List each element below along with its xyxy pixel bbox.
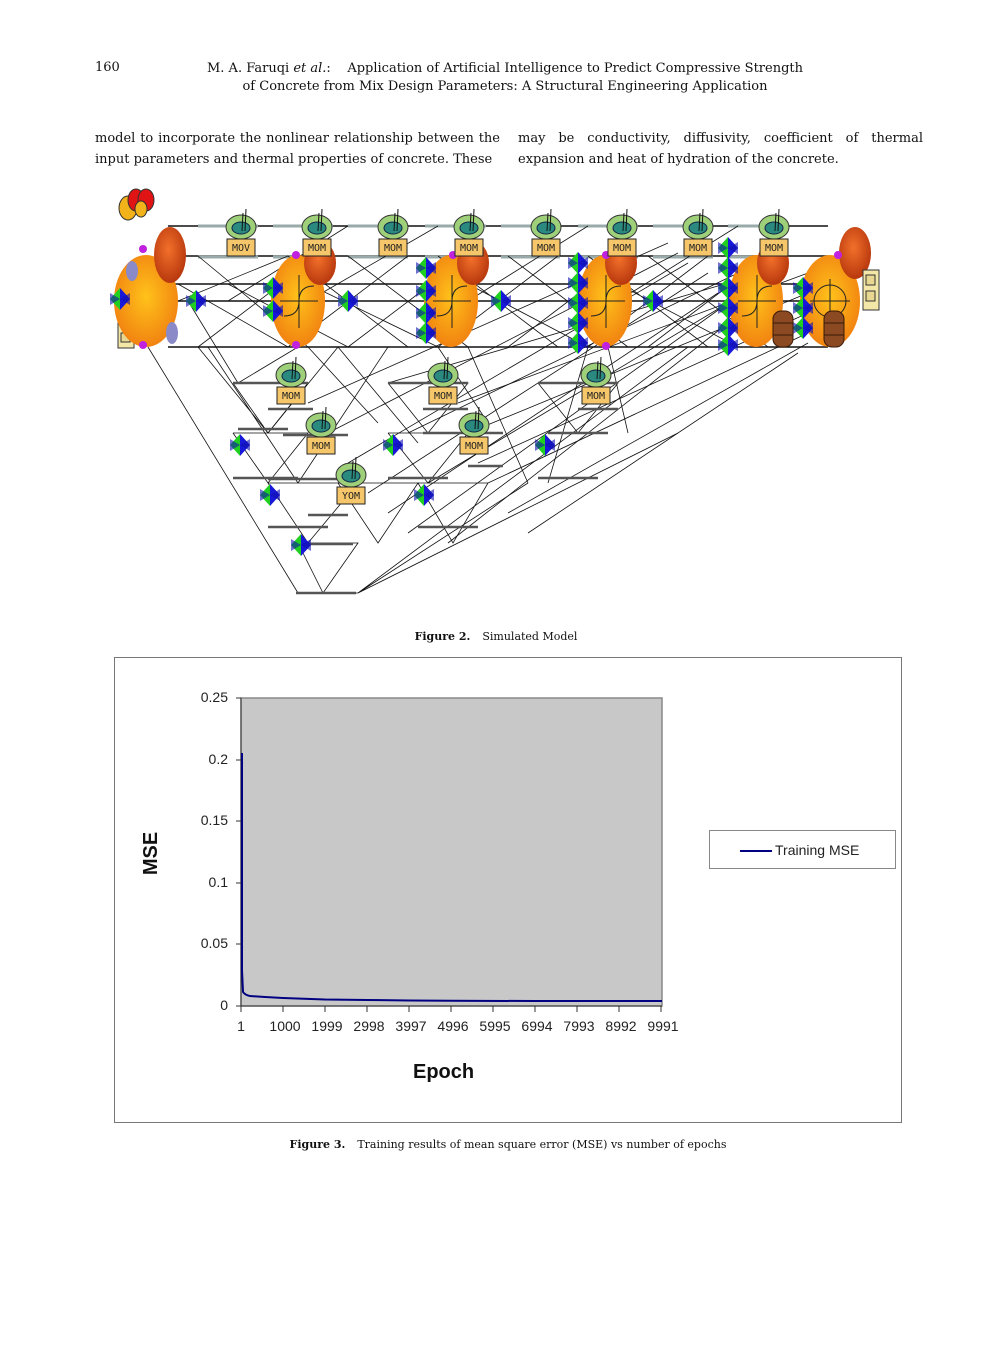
- x-tick-label: 1999: [311, 1018, 343, 1034]
- separator: :: [326, 61, 331, 76]
- figure-3-chart: [114, 657, 902, 1123]
- page-number: 160: [95, 60, 120, 75]
- legend-line-swatch: [740, 850, 772, 852]
- figure-2-diagram: MOV MOM MOM MOM MOM MOM MOM MOM MOM MOM …: [108, 183, 888, 603]
- control-clock-icon: [118, 188, 155, 221]
- mom-label: MOM: [282, 391, 300, 402]
- mom-label: MOM: [384, 243, 402, 254]
- mom-label: MOM: [613, 243, 631, 254]
- mom-label: MOV: [232, 243, 250, 254]
- x-tick-label: 3997: [395, 1018, 427, 1034]
- input-layer-blob: [110, 227, 186, 349]
- output-file-icon: [862, 269, 880, 311]
- figure-2-caption-text: Simulated Model: [482, 630, 578, 643]
- mom-label: YOM: [342, 491, 360, 502]
- chart-legend: Training MSE: [709, 830, 896, 869]
- y-tick-label: 0.15: [200, 812, 228, 828]
- running-header-line-1: M. A. Faruqi et al.: Application of Arti…: [180, 60, 830, 78]
- y-tick-label: 0.25: [200, 689, 228, 705]
- figure-3-label: Figure 3.: [289, 1138, 346, 1151]
- legend-label: Training MSE: [775, 842, 860, 858]
- x-tick-label: 9991: [647, 1018, 679, 1034]
- mom-label: MOM: [434, 391, 452, 402]
- barrel-icon: [772, 310, 845, 348]
- body-text-right-column: may be conductivity, diffusivity, coeffi…: [518, 131, 923, 167]
- x-tick-label: 5995: [479, 1018, 511, 1034]
- mom-label: MOM: [465, 441, 483, 452]
- authors: M. A. Faruqi: [206, 61, 290, 76]
- x-tick-label: 1000: [269, 1018, 301, 1034]
- x-axis-title: Epoch: [413, 1061, 475, 1083]
- body-text-left-column: model to incorporate the nonlinear relat…: [95, 131, 500, 167]
- x-tick-label: 4996: [437, 1018, 469, 1034]
- x-tick-label: 7993: [563, 1018, 595, 1034]
- running-header: M. A. Faruqi et al.: Application of Arti…: [180, 60, 830, 96]
- output-layer-blob: [793, 227, 871, 347]
- mom-label: MOM: [308, 243, 326, 254]
- x-tick-label: 8992: [605, 1018, 637, 1034]
- x-tick-label: 6994: [521, 1018, 553, 1034]
- figure-3-caption: Figure 3. Training results of mean square…: [0, 1138, 992, 1151]
- mom-label: MOM: [587, 391, 605, 402]
- x-tick-label: 1: [237, 1018, 245, 1034]
- y-tick-label: 0: [220, 997, 228, 1013]
- title-line-1: Application of Artificial Intelligence t…: [347, 61, 804, 76]
- mom-label: MOM: [689, 243, 707, 254]
- mom-label: MOM: [765, 243, 783, 254]
- x-tick-label: 2998: [353, 1018, 385, 1034]
- y-tick-label: 0.1: [208, 874, 228, 890]
- title-line-2: of Concrete from Mix Design Parameters: …: [242, 79, 768, 94]
- mom-label: MOM: [537, 243, 555, 254]
- figure-2-caption: Figure 2. Simulated Model: [0, 630, 992, 643]
- neural-network-diagram: MOV MOM MOM MOM MOM MOM MOM MOM MOM MOM …: [110, 188, 880, 595]
- y-tick-label: 0.05: [200, 935, 228, 951]
- y-tick-label: 0.2: [208, 751, 228, 767]
- mom-monitor-icons-lower: [275, 356, 612, 505]
- hidden-layer-blob-3: [568, 241, 637, 354]
- y-axis-title: MSE: [140, 831, 163, 876]
- figure-2-label: Figure 2.: [414, 630, 471, 643]
- figure-3-caption-text: Training results of mean square error (M…: [357, 1138, 727, 1151]
- mom-label: MOM: [312, 441, 330, 452]
- authors-etal: et al.: [293, 61, 327, 76]
- mom-label: MOM: [460, 243, 478, 254]
